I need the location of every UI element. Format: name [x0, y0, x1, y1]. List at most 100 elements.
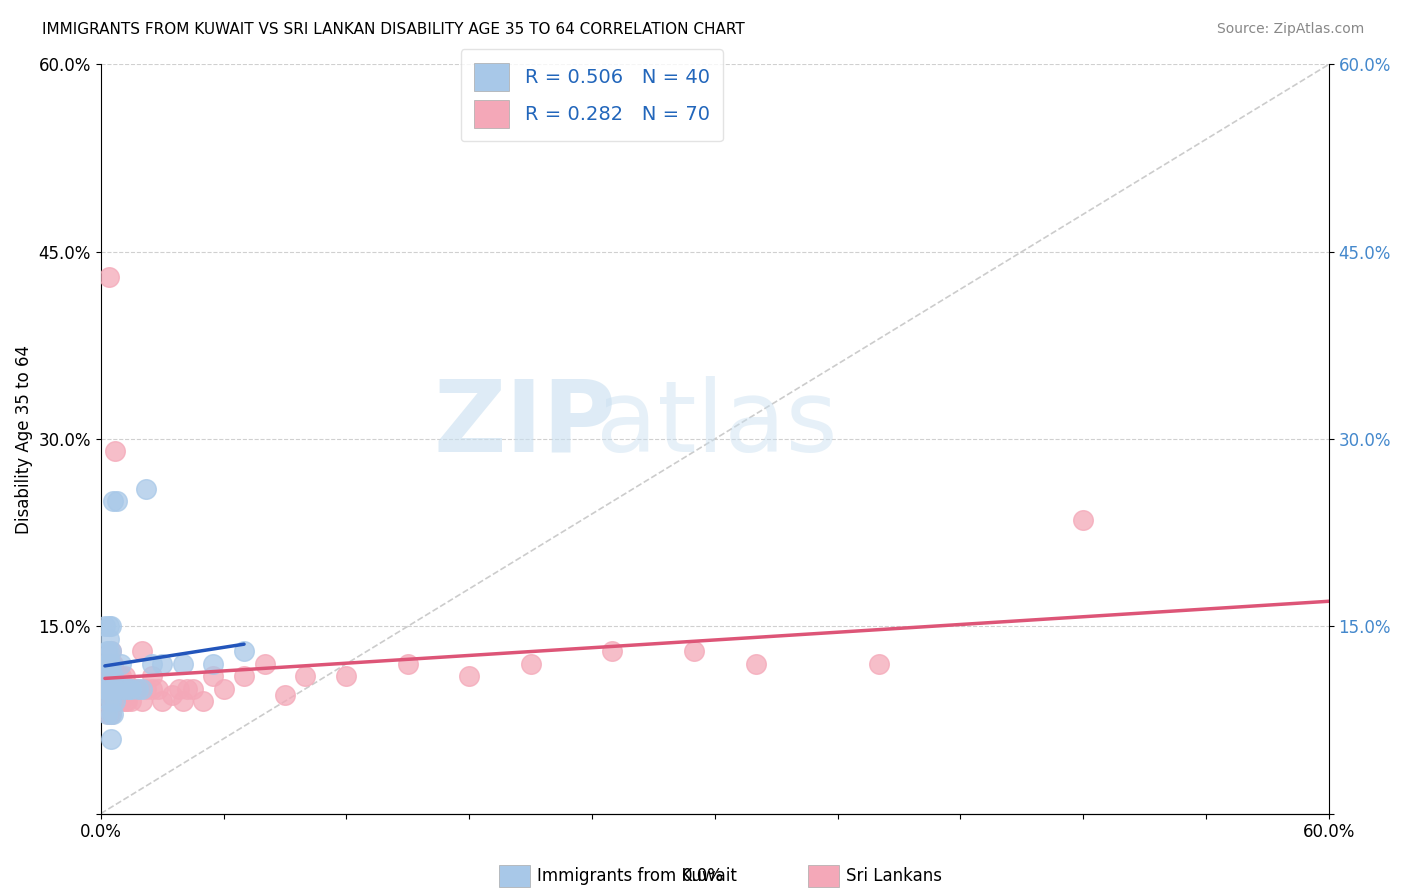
Point — [176, 681, 198, 696]
Point — [100, 669, 122, 683]
Point — [458, 669, 481, 683]
Point — [94, 669, 117, 683]
Point — [96, 681, 118, 696]
Point — [100, 706, 122, 721]
Point — [101, 669, 124, 683]
Point — [101, 657, 124, 671]
Text: Immigrants from Kuwait: Immigrants from Kuwait — [537, 867, 737, 885]
Point — [181, 681, 204, 696]
Point — [233, 669, 256, 683]
Point — [110, 681, 132, 696]
Point — [96, 669, 118, 683]
Point — [97, 669, 120, 683]
Point — [141, 657, 163, 671]
Point — [131, 681, 153, 696]
Point — [101, 681, 124, 696]
Point — [110, 681, 132, 696]
Point — [100, 657, 122, 671]
Point — [97, 657, 120, 671]
Text: ZIP: ZIP — [433, 376, 617, 473]
Point — [141, 681, 163, 696]
Point — [97, 681, 120, 696]
Point — [150, 657, 173, 671]
Point — [167, 681, 190, 696]
Point — [127, 681, 149, 696]
Point — [100, 657, 122, 671]
Point — [97, 644, 120, 658]
Text: Sri Lankans: Sri Lankans — [846, 867, 942, 885]
Point — [253, 657, 276, 671]
Point — [101, 669, 124, 683]
Point — [96, 706, 118, 721]
Point — [121, 681, 143, 696]
Point — [97, 657, 120, 671]
Point — [96, 694, 118, 708]
Point — [100, 681, 122, 696]
Point — [274, 688, 297, 702]
Point — [96, 657, 118, 671]
Point — [868, 657, 890, 671]
Point — [108, 669, 131, 683]
Point — [96, 681, 118, 696]
Point — [127, 681, 149, 696]
Point — [104, 694, 127, 708]
Point — [101, 694, 124, 708]
Point — [105, 694, 128, 708]
Point — [602, 644, 624, 658]
Point — [683, 644, 706, 658]
Point — [101, 681, 124, 696]
Point — [94, 681, 117, 696]
Point — [131, 694, 153, 708]
Point — [100, 644, 122, 658]
Point — [146, 681, 169, 696]
Point — [104, 444, 127, 458]
Point — [100, 681, 122, 696]
Point — [101, 494, 124, 508]
Point — [105, 681, 128, 696]
Point — [114, 694, 136, 708]
Point — [212, 681, 235, 696]
Point — [202, 669, 225, 683]
Text: atlas: atlas — [596, 376, 838, 473]
Point — [108, 681, 131, 696]
Point — [105, 669, 128, 683]
Point — [100, 706, 122, 721]
Point — [150, 694, 173, 708]
Point — [519, 657, 541, 671]
Point — [121, 694, 143, 708]
Point — [97, 669, 120, 683]
Point — [117, 694, 139, 708]
Text: Source: ZipAtlas.com: Source: ZipAtlas.com — [1216, 22, 1364, 37]
Point — [112, 681, 135, 696]
Point — [1071, 513, 1094, 527]
Point — [202, 657, 225, 671]
Point — [101, 706, 124, 721]
Point — [110, 669, 132, 683]
Point — [97, 269, 120, 284]
Point — [233, 644, 256, 658]
Point — [124, 681, 146, 696]
Text: IMMIGRANTS FROM KUWAIT VS SRI LANKAN DISABILITY AGE 35 TO 64 CORRELATION CHART: IMMIGRANTS FROM KUWAIT VS SRI LANKAN DIS… — [42, 22, 745, 37]
Point — [118, 681, 141, 696]
Point — [97, 694, 120, 708]
Point — [294, 669, 316, 683]
Y-axis label: Disability Age 35 to 64: Disability Age 35 to 64 — [15, 344, 32, 533]
Point — [97, 706, 120, 721]
Point — [135, 482, 157, 496]
Point — [110, 657, 132, 671]
Point — [172, 694, 194, 708]
Point — [105, 494, 128, 508]
Point — [131, 644, 153, 658]
Point — [335, 669, 357, 683]
Legend: R = 0.506   N = 40, R = 0.282   N = 70: R = 0.506 N = 40, R = 0.282 N = 70 — [461, 49, 723, 142]
Point — [94, 681, 117, 696]
Point — [100, 731, 122, 746]
Point — [191, 694, 214, 708]
Point — [122, 681, 145, 696]
Point — [104, 681, 127, 696]
Point — [100, 619, 122, 633]
Point — [114, 681, 136, 696]
Point — [162, 688, 184, 702]
Point — [110, 694, 132, 708]
Point — [96, 644, 118, 658]
